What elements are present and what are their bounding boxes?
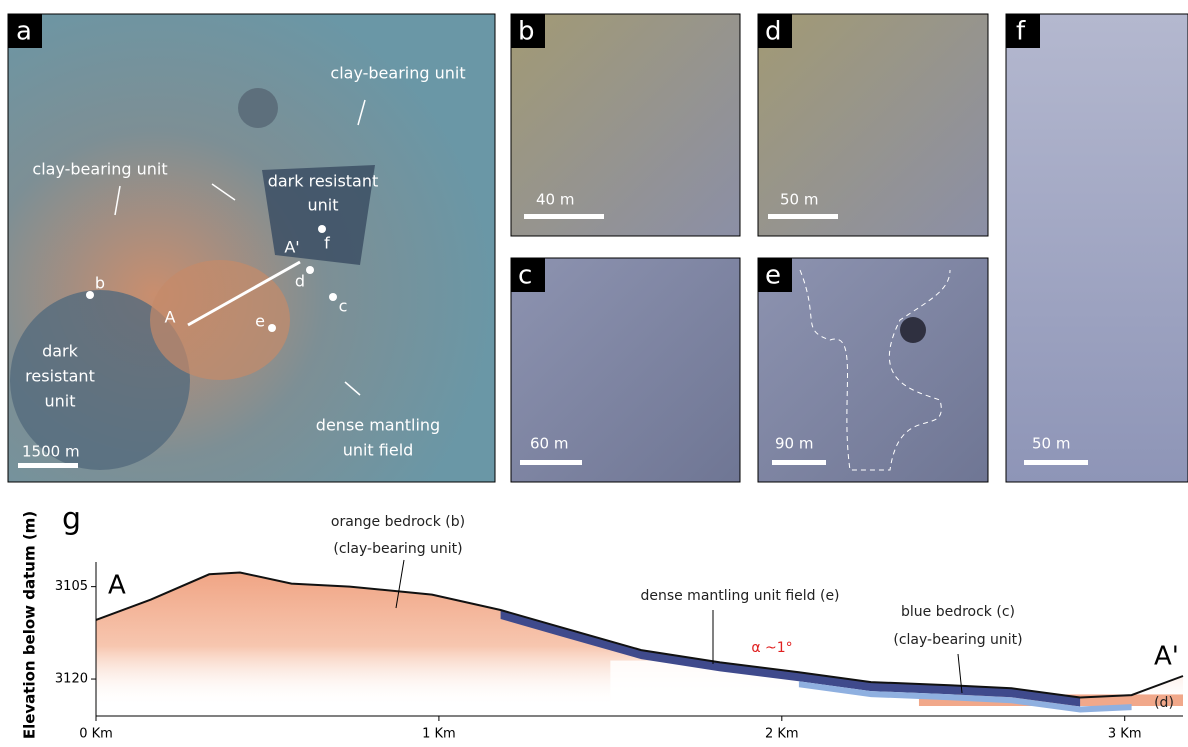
scale-label: 40 m — [536, 191, 574, 209]
x-tick-label: 3 Km — [1108, 727, 1142, 742]
annotation: clay-bearing unit — [330, 64, 465, 83]
annotation: (clay-bearing unit) — [893, 632, 1022, 648]
leader — [395, 559, 405, 609]
leader — [957, 653, 963, 694]
panel-label: f — [1016, 17, 1026, 47]
profile-chart: 3105 3120 0 Km 1 Km 2 Km 3 Km Elevation below … — [21, 502, 1184, 742]
x-tick-label: 1 Km — [422, 727, 456, 742]
endpoint-label: A — [108, 571, 126, 601]
panel-label: d — [765, 17, 782, 47]
scale-label: 90 m — [775, 435, 813, 453]
profile-line — [95, 571, 1184, 699]
scale-bars: 1500 m 40 m 60 m 50 m 90 m 50 m — [18, 191, 1088, 468]
x-tick-label: 2 Km — [765, 727, 799, 742]
annotation: dark resistant — [268, 172, 379, 191]
annotation: α ~1° — [751, 640, 792, 656]
panel-label: e — [765, 261, 781, 291]
x-tick-label: 0 Km — [79, 727, 113, 742]
mantling-band — [500, 610, 1081, 707]
annotation: dark — [42, 342, 79, 361]
annotation: unit — [308, 196, 339, 215]
point-label: A' — [284, 238, 299, 257]
panel-images — [7, 13, 1188, 483]
point-label: e — [255, 312, 265, 331]
annotation: dense mantling unit field (e) — [640, 588, 839, 604]
annotation: blue bedrock (c) — [901, 604, 1015, 620]
endpoint-label: A' — [1154, 642, 1179, 672]
scale-label: 1500 m — [22, 443, 80, 461]
y-tick-label: 3105 — [55, 579, 88, 594]
point-label: A — [165, 308, 176, 327]
annotation: orange bedrock (b) — [331, 514, 465, 530]
scale-label: 50 m — [780, 191, 818, 209]
annotation: unit field — [343, 441, 414, 460]
y-axis-title: Elevation below datum (m) — [21, 511, 39, 739]
blue-bedrock — [798, 681, 1132, 713]
orange-bedrock-fill — [96, 572, 1183, 706]
point-label: c — [339, 297, 348, 316]
point-label: d — [295, 272, 305, 291]
panel-label: a — [16, 17, 32, 47]
panel-label: g — [62, 502, 81, 537]
panel-labels: a b c d e f — [8, 14, 1040, 292]
panel-label: c — [518, 261, 532, 291]
scale-label: 60 m — [530, 435, 568, 453]
y-tick-label: 3120 — [55, 672, 88, 687]
panel-a-annotations: clay-bearing unit clay-bearing unit dark… — [25, 64, 465, 460]
panel-label: b — [518, 17, 535, 47]
scale-label: 50 m — [1032, 435, 1070, 453]
annotation: unit — [45, 392, 76, 411]
annotation: dense mantling — [316, 416, 440, 435]
annotation: (clay-bearing unit) — [333, 541, 462, 557]
annotation: clay-bearing unit — [32, 160, 167, 179]
annotation: (d) — [1154, 695, 1174, 711]
point-label: b — [95, 274, 105, 293]
point-label: f — [324, 234, 330, 253]
annotation: resistant — [25, 367, 95, 386]
